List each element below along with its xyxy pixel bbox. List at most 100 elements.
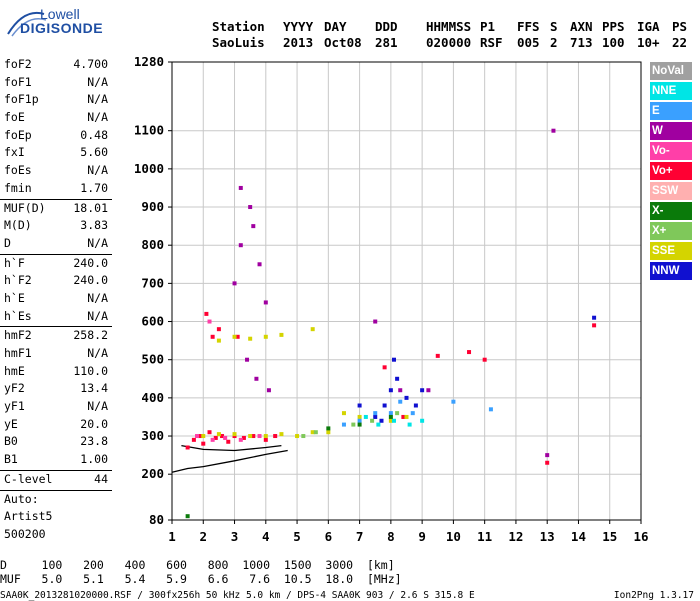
- param-value: 20.0: [80, 416, 108, 431]
- x-tick-label: 7: [356, 529, 364, 544]
- header-value: 2013: [283, 35, 313, 50]
- scaled-parameters-panel: foF2 4.700 foF1 N/A foF1p N/A foE N/A foEp 0.48 fx…: [0, 56, 112, 544]
- data-point: [238, 437, 243, 442]
- header-label: P1: [480, 19, 495, 34]
- chart-tick-labels: 1 2 3 4 5 6 7 8 9 10 11 12 13 14 15 1680200300400500600…: [134, 54, 649, 544]
- param-name: yE: [4, 416, 18, 431]
- data-point: [195, 434, 200, 439]
- data-point: [391, 418, 396, 423]
- y-tick-label: 700: [141, 275, 164, 290]
- y-tick-label: 1100: [134, 123, 164, 138]
- data-point: [201, 441, 206, 446]
- data-point: [388, 418, 393, 423]
- param-name: 500200: [4, 526, 46, 541]
- param-row: fxI 5.60: [0, 144, 112, 162]
- chart-lines: [171, 444, 288, 473]
- data-point: [232, 432, 237, 437]
- data-point: [398, 399, 403, 404]
- y-tick-label: 300: [141, 428, 164, 443]
- data-point: [273, 434, 278, 439]
- x-tick-label: 9: [418, 529, 426, 544]
- data-point: [488, 407, 493, 412]
- param-value: 3.83: [80, 218, 108, 233]
- param-row: hmF1 N/A: [0, 345, 112, 363]
- data-point: [382, 403, 387, 408]
- y-tick-label: 500: [141, 352, 164, 367]
- header-value: 100: [602, 35, 625, 50]
- data-point: [251, 434, 256, 439]
- series-group: [232, 128, 556, 458]
- data-point: [238, 185, 243, 190]
- data-point: [395, 411, 400, 416]
- data-point: [395, 376, 400, 381]
- series-group: [195, 319, 262, 442]
- param-row: foEp 0.48: [0, 127, 112, 145]
- header-label: DAY: [324, 19, 347, 34]
- header-label: FFS: [517, 19, 540, 34]
- data-point: [185, 514, 190, 519]
- param-value: 240.0: [73, 273, 108, 288]
- param-name: hmE: [4, 363, 25, 378]
- param-value: 13.4: [80, 381, 108, 396]
- data-point: [382, 365, 387, 370]
- param-value: N/A: [87, 110, 108, 125]
- param-value: 110.0: [73, 363, 108, 378]
- data-point: [388, 414, 393, 419]
- param-value: N/A: [87, 290, 108, 305]
- data-point: [407, 422, 412, 427]
- data-point: [426, 388, 431, 393]
- data-point: [398, 388, 403, 393]
- data-point: [467, 350, 472, 355]
- param-row: C-level 44: [0, 471, 112, 489]
- param-row: foEs N/A: [0, 162, 112, 180]
- param-row: D N/A: [0, 235, 112, 253]
- data-point: [213, 435, 218, 440]
- param-separator: [0, 326, 112, 328]
- data-point: [391, 357, 396, 362]
- data-point: [248, 336, 253, 341]
- data-point: [482, 357, 487, 362]
- param-row: yE 20.0: [0, 416, 112, 434]
- param-name: foEs: [4, 163, 32, 178]
- header-value: 22: [672, 35, 687, 50]
- param-value: N/A: [87, 308, 108, 323]
- data-point: [216, 432, 221, 437]
- param-name: D: [4, 235, 11, 250]
- data-point: [388, 411, 393, 416]
- param-row: foF1p N/A: [0, 91, 112, 109]
- param-row: B0 23.8: [0, 433, 112, 451]
- param-value: 258.2: [73, 328, 108, 343]
- data-point: [220, 434, 225, 439]
- data-point: [279, 432, 284, 437]
- param-value: N/A: [87, 235, 108, 250]
- header-label: DDD: [375, 19, 398, 34]
- param-name: h`Es: [4, 308, 32, 323]
- param-value: N/A: [87, 74, 108, 89]
- legend-item: NNE: [650, 82, 692, 100]
- param-name: foEp: [4, 127, 32, 142]
- version-label: Ion2Png 1.3.17: [613, 590, 694, 601]
- param-name: h`F2: [4, 273, 32, 288]
- param-value: 5.60: [80, 145, 108, 160]
- data-point: [241, 435, 246, 440]
- logo-line1: Lowell: [40, 6, 80, 22]
- data-point: [301, 434, 306, 439]
- data-point: [185, 445, 190, 450]
- x-tick-label: 14: [571, 529, 586, 544]
- data-point: [420, 418, 425, 423]
- x-tick-label: 15: [602, 529, 617, 544]
- param-name: foF2: [4, 57, 32, 71]
- data-point: [551, 128, 556, 133]
- data-point: [373, 414, 378, 419]
- series-group: [341, 399, 493, 427]
- param-value: 44: [94, 471, 108, 486]
- legend-item: SSW: [650, 182, 692, 200]
- legend-item: NoVal: [650, 62, 692, 80]
- data-point: [204, 311, 209, 316]
- muf-row: MUF 5.0 5.1 5.4 5.9 6.6 7.6 10.5 18.0 [M…: [0, 572, 402, 586]
- data-point: [545, 453, 550, 458]
- param-row: 500200: [0, 526, 112, 544]
- param-separator: [0, 253, 112, 255]
- param-name: fmin: [4, 180, 32, 195]
- param-row: h`Es N/A: [0, 308, 112, 326]
